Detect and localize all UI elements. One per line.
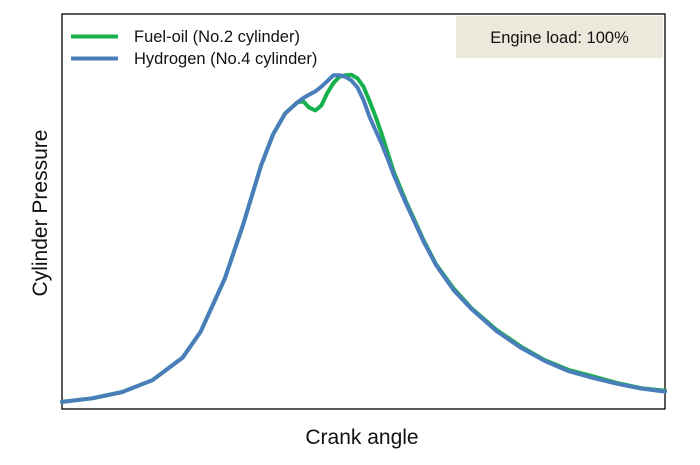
- annotation-box: [456, 16, 663, 58]
- series-layer: [60, 72, 667, 404]
- series-line-hydrogen: [60, 73, 667, 404]
- y-axis-label: Cylinder Pressure: [29, 130, 52, 297]
- legend-label-fuel-oil: Fuel-oil (No.2 cylinder): [134, 28, 300, 46]
- series-line-fuel-oil: [60, 72, 667, 404]
- annotation-text: Engine load: 100%: [490, 29, 629, 47]
- plot-area-frame: [61, 13, 666, 410]
- x-axis-label: Crank angle: [305, 426, 418, 449]
- legend: Fuel-oil (No.2 cylinder) Hydrogen (No.4 …: [71, 28, 317, 68]
- legend-label-hydrogen: Hydrogen (No.4 cylinder): [134, 50, 317, 68]
